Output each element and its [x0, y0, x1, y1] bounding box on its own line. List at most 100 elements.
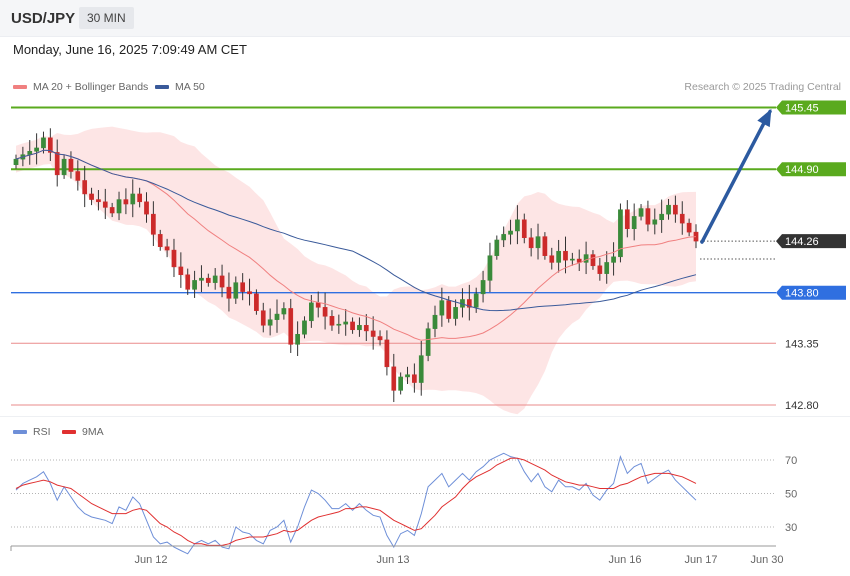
candle [425, 328, 431, 356]
x-tick-label: Jun 16 [608, 554, 641, 566]
candle [34, 147, 39, 152]
candle [267, 319, 273, 326]
candle [226, 286, 232, 299]
candle [480, 280, 486, 295]
rsi-ma-line [15, 457, 697, 546]
candle [521, 219, 527, 238]
candle [466, 299, 472, 308]
candle [679, 213, 685, 224]
x-tick-label: Jun 12 [134, 554, 167, 566]
candle [302, 320, 307, 335]
projection-arrow-head [757, 108, 772, 128]
level-label-current: 144.26 [785, 236, 819, 248]
candle [309, 302, 314, 322]
level-label-resistance: 145.45 [785, 103, 819, 115]
candle [686, 222, 692, 233]
level-badge-current [776, 234, 846, 249]
level-label-target: 143.35 [785, 338, 819, 350]
legend-rsi-label: RSI [33, 426, 51, 438]
timeframe-button[interactable]: 30 MIN [79, 7, 134, 29]
candle [391, 366, 397, 391]
candle [185, 274, 191, 290]
candle [137, 193, 142, 203]
candle [178, 266, 184, 276]
candle [377, 336, 383, 341]
candle [41, 137, 46, 149]
panel-separator [0, 416, 850, 417]
candle [604, 262, 610, 274]
timestamp: Monday, June 16, 2025 7:09:49 AM CET [13, 42, 247, 57]
candle [116, 199, 122, 214]
candle [68, 158, 74, 172]
candle [219, 275, 225, 288]
candle [75, 171, 81, 181]
candle [473, 293, 479, 308]
candle [329, 316, 335, 326]
candle [343, 321, 349, 325]
ma50-line [15, 149, 697, 312]
candle [542, 236, 548, 256]
level-badge-resistance [776, 162, 846, 177]
legend-ma20[interactable]: MA 20 + Bollinger Bands [13, 81, 148, 93]
candle [487, 255, 493, 281]
chart-header: USD/JPY 30 MIN [0, 0, 850, 37]
candle [453, 307, 458, 319]
candle [535, 236, 541, 249]
ma20-swatch [13, 85, 27, 89]
x-tick-label: Jun 17 [684, 554, 717, 566]
candle [446, 300, 452, 319]
candle [549, 255, 555, 263]
x-tick-label: Jun 30 [750, 554, 783, 566]
candle [171, 249, 177, 268]
candle [164, 246, 170, 251]
candle [645, 208, 651, 225]
candle [288, 308, 294, 345]
candle [130, 193, 136, 205]
candle [336, 323, 342, 326]
legend-ma50[interactable]: MA 50 [155, 81, 205, 93]
level-badge-resistance [776, 100, 846, 115]
candle [350, 321, 355, 331]
candle [357, 325, 362, 331]
legend-ma50-label: MA 50 [175, 81, 205, 93]
candle [570, 258, 575, 261]
legend-rsi-ma[interactable]: 9MA [62, 426, 104, 438]
candle [597, 265, 603, 274]
candle [508, 230, 513, 235]
candle [652, 219, 658, 225]
legend-rsi[interactable]: RSI [13, 426, 51, 438]
candle [432, 314, 438, 329]
candle [384, 339, 390, 368]
candle [370, 330, 376, 337]
candle [576, 258, 582, 263]
candle [89, 193, 94, 200]
candle [494, 239, 500, 256]
candle [363, 325, 369, 332]
candle [322, 307, 328, 317]
candle [583, 254, 589, 263]
candle [61, 158, 67, 176]
candle [281, 308, 287, 315]
candle [590, 254, 596, 267]
level-label-resistance: 144.90 [785, 164, 819, 176]
candle [563, 250, 568, 261]
candle [515, 219, 520, 232]
rsi-ma-swatch [62, 430, 76, 434]
rsi-swatch [13, 430, 27, 434]
projection-arrow-shaft [700, 109, 772, 244]
candle [212, 275, 218, 283]
candle [123, 199, 129, 205]
instrument-title: USD/JPY [11, 10, 76, 27]
candle [405, 374, 410, 378]
candle [315, 302, 321, 308]
rsi-level-label: 50 [785, 489, 797, 501]
candle [659, 213, 665, 221]
candle [418, 355, 424, 383]
candle [274, 313, 280, 320]
candle [102, 201, 108, 208]
candle [192, 280, 197, 290]
candle [556, 250, 561, 263]
rsi-level-label: 70 [785, 455, 797, 467]
rsi-level-label: 30 [785, 522, 797, 534]
